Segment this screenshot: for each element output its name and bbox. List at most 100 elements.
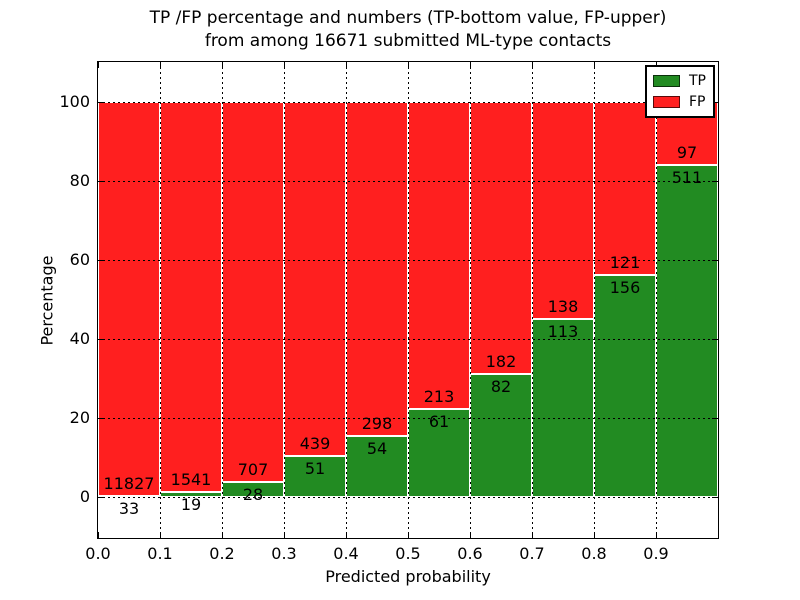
- y-tick-right: [712, 102, 718, 103]
- legend-label-fp: FP: [689, 94, 706, 110]
- horizontal-gridline: [98, 497, 718, 498]
- chart-title-line2: from among 16671 submitted ML-type conta…: [204, 31, 612, 51]
- y-tick-left: [98, 418, 104, 419]
- chart-title: TP /FP percentage and numbers (TP-bottom…: [98, 7, 718, 53]
- bar-fp-count-label: 121: [609, 252, 641, 272]
- vertical-gridline: [222, 62, 223, 538]
- x-tick-label: 0.6: [457, 544, 483, 563]
- x-tick-label: 0.5: [395, 544, 421, 563]
- x-tick-bottom: [222, 532, 223, 538]
- bar-fp-segment: [222, 102, 284, 482]
- x-tick-bottom: [532, 532, 533, 538]
- x-tick-label: 0.2: [209, 544, 235, 563]
- x-tick-bottom: [408, 532, 409, 538]
- bar-tp-segment: [284, 455, 346, 497]
- legend-label-tp: TP: [689, 73, 706, 89]
- x-tick-label: 0.9: [643, 544, 669, 563]
- y-tick-right: [712, 418, 718, 419]
- bar-tp-count-label: 51: [304, 458, 326, 478]
- bar-tp-count-label: 82: [490, 377, 512, 397]
- x-tick-top: [222, 62, 223, 68]
- x-tick-label: 0.7: [519, 544, 545, 563]
- vertical-gridline: [594, 62, 595, 538]
- x-tick-top: [470, 62, 471, 68]
- chart-title-line1: TP /FP percentage and numbers (TP-bottom…: [149, 8, 667, 28]
- y-tick-right: [712, 497, 718, 498]
- bar-tp-segment: [532, 319, 594, 497]
- vertical-gridline: [656, 62, 657, 538]
- bar-fp-segment: [346, 102, 408, 437]
- horizontal-gridline: [98, 418, 718, 419]
- y-tick-right: [712, 181, 718, 182]
- x-tick-label: 0.8: [581, 544, 607, 563]
- bar-fp-count-label: 439: [299, 433, 331, 453]
- vertical-gridline: [160, 62, 161, 538]
- x-tick-bottom: [98, 532, 99, 538]
- x-tick-bottom: [160, 532, 161, 538]
- x-tick-bottom: [594, 532, 595, 538]
- y-tick-right: [712, 260, 718, 261]
- x-tick-top: [594, 62, 595, 68]
- bar-fp-segment: [532, 102, 594, 320]
- y-tick-left: [98, 497, 104, 498]
- x-tick-top: [160, 62, 161, 68]
- vertical-gridline: [346, 62, 347, 538]
- bar-fp-count-label: 138: [547, 297, 579, 317]
- bar-fp-count-label: 707: [237, 459, 269, 479]
- y-tick-left: [98, 260, 104, 261]
- bar-tp-count-label: 33: [118, 498, 140, 518]
- x-tick-label: 0.4: [333, 544, 359, 563]
- horizontal-gridline: [98, 102, 718, 103]
- bar-fp-count-label: 182: [485, 352, 517, 372]
- x-tick-bottom: [470, 532, 471, 538]
- bar-tp-count-label: 61: [428, 412, 450, 432]
- y-tick-label: 0: [79, 487, 90, 506]
- x-tick-bottom: [718, 532, 719, 538]
- bar-fp-segment: [470, 102, 532, 375]
- legend: TP FP: [645, 65, 715, 118]
- bar-tp-segment: [346, 436, 408, 497]
- bar-tp-count-label: 511: [671, 168, 703, 188]
- x-axis-label: Predicted probability: [325, 567, 491, 586]
- bar-tp-count-label: 19: [180, 495, 202, 515]
- bar-tp-segment: [408, 409, 470, 497]
- horizontal-gridline: [98, 260, 718, 261]
- y-tick-label: 60: [69, 250, 90, 269]
- y-tick-label: 100: [59, 92, 90, 111]
- x-tick-top: [532, 62, 533, 68]
- y-tick-label: 80: [69, 171, 90, 190]
- legend-item-tp: TP: [653, 72, 707, 90]
- y-axis-label: Percentage: [37, 255, 57, 346]
- y-tick-left: [98, 102, 104, 103]
- bar-tp-count-label: 54: [366, 439, 388, 459]
- bar-tp-count-label: 28: [242, 484, 264, 504]
- tp-color-swatch: [653, 75, 680, 87]
- y-tick-right: [712, 339, 718, 340]
- fp-color-swatch: [653, 96, 680, 108]
- y-tick-label: 20: [69, 408, 90, 427]
- vertical-gridline: [470, 62, 471, 538]
- x-tick-label: 0.3: [271, 544, 297, 563]
- bar-fp-segment: [160, 102, 222, 493]
- x-tick-top: [718, 62, 719, 68]
- horizontal-gridline: [98, 181, 718, 182]
- bar-fp-count-label: 213: [423, 387, 455, 407]
- bar-fp-count-label: 11827: [103, 473, 155, 493]
- x-tick-bottom: [346, 532, 347, 538]
- y-tick-label: 40: [69, 329, 90, 348]
- x-tick-top: [284, 62, 285, 68]
- vertical-gridline: [284, 62, 285, 538]
- x-tick-bottom: [284, 532, 285, 538]
- bar-tp-count-label: 113: [547, 322, 579, 342]
- x-tick-top: [408, 62, 409, 68]
- horizontal-gridline: [98, 339, 718, 340]
- vertical-gridline: [408, 62, 409, 538]
- y-tick-left: [98, 339, 104, 340]
- bar-fp-segment: [408, 102, 470, 410]
- bar-fp-count-label: 298: [361, 414, 393, 434]
- bar-tp-segment: [594, 274, 656, 497]
- y-tick-left: [98, 181, 104, 182]
- plot-area: 11827 33 1541 19 707 28 439 51 298 54 213 61 182 82 13…: [97, 61, 719, 539]
- bar-fp-segment: [98, 102, 160, 496]
